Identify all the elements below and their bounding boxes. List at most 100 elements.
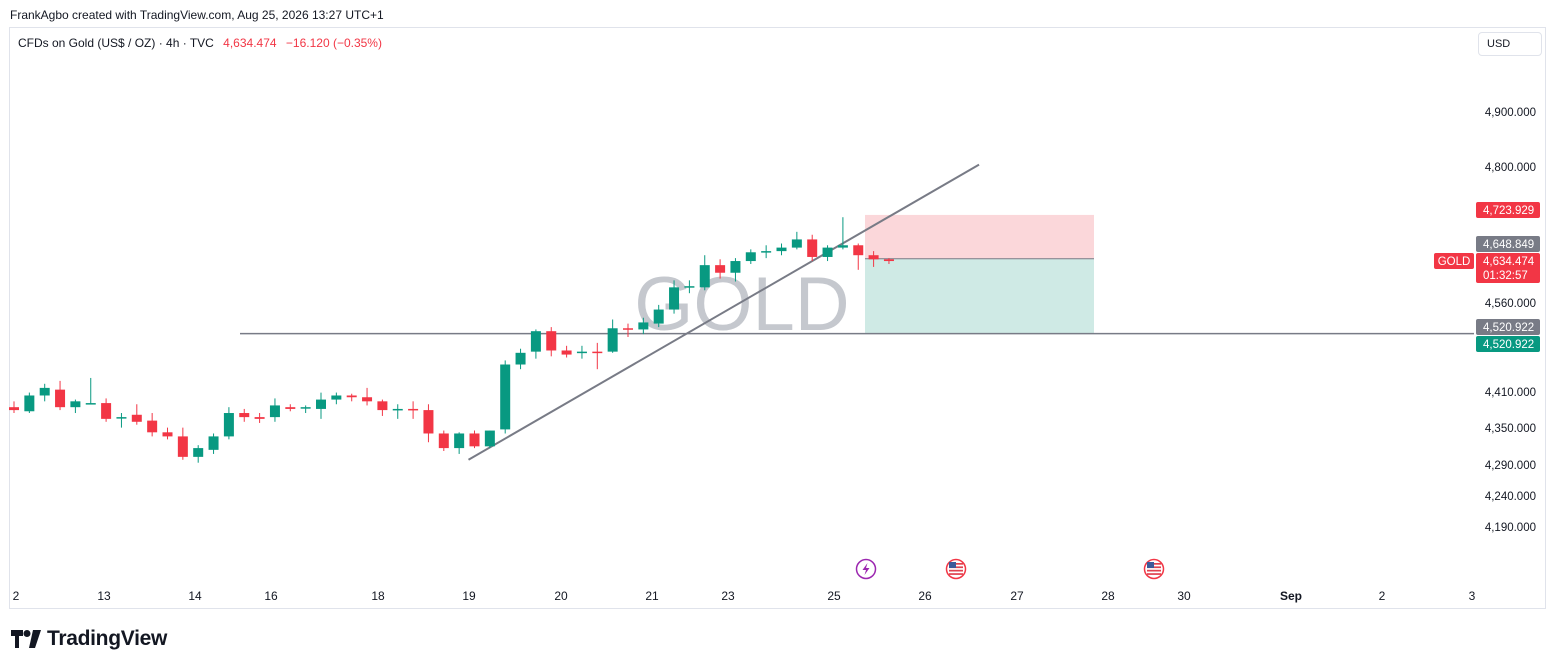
candle[interactable]	[791, 231, 802, 250]
candle[interactable]	[116, 413, 127, 428]
candle[interactable]	[101, 398, 112, 422]
candle[interactable]	[454, 432, 465, 454]
candle[interactable]	[469, 430, 480, 449]
candle-body	[592, 351, 603, 354]
candle-body	[530, 331, 541, 352]
x-axis-tick-label: 27	[1010, 589, 1024, 603]
candle[interactable]	[500, 360, 511, 434]
candle[interactable]	[561, 345, 572, 358]
candle[interactable]	[300, 405, 311, 414]
candle-body	[883, 259, 894, 262]
candle[interactable]	[576, 345, 587, 359]
candle[interactable]	[623, 323, 633, 338]
last-price: 4,634.474	[223, 36, 277, 50]
candle[interactable]	[85, 377, 96, 405]
us-flag-icon[interactable]	[1143, 558, 1165, 580]
candle[interactable]	[699, 255, 710, 291]
candle[interactable]	[316, 392, 326, 419]
us-flag-icon[interactable]	[945, 558, 967, 580]
candle[interactable]	[853, 243, 864, 270]
candle-body	[24, 395, 35, 412]
take-profit-zone[interactable]	[865, 258, 1094, 334]
candle[interactable]	[24, 392, 35, 414]
x-axis-tick-label: 18	[371, 589, 385, 603]
candle[interactable]	[484, 430, 495, 449]
candle-body	[791, 239, 802, 248]
x-axis-tick-label: 28	[1101, 589, 1115, 603]
candle[interactable]	[269, 398, 280, 422]
candle[interactable]	[592, 342, 603, 370]
candle[interactable]	[177, 427, 188, 460]
candle[interactable]	[346, 393, 357, 402]
x-axis-tick-label: 16	[264, 589, 278, 603]
candle-body	[469, 433, 480, 447]
candle-body	[116, 417, 127, 419]
price-axis-label-text: 4,520.922	[1483, 322, 1534, 334]
candle[interactable]	[530, 329, 541, 359]
candle[interactable]	[208, 433, 219, 454]
candle[interactable]	[669, 280, 680, 314]
candle[interactable]	[822, 245, 833, 262]
candle[interactable]	[147, 413, 158, 437]
candle[interactable]	[377, 399, 388, 416]
candle-body	[147, 420, 158, 433]
candle[interactable]	[638, 317, 649, 335]
price-axis-label-text: 4,723.929	[1483, 205, 1534, 217]
candle[interactable]	[745, 249, 756, 264]
lightning-icon[interactable]	[855, 558, 877, 580]
candle[interactable]	[837, 217, 848, 250]
currency-selector[interactable]: USD	[1478, 32, 1542, 56]
candle[interactable]	[515, 348, 526, 370]
tradingview-logo[interactable]: TradingView	[11, 627, 167, 651]
candle[interactable]	[438, 430, 449, 452]
candle[interactable]	[546, 327, 557, 357]
candle[interactable]	[730, 258, 741, 282]
candle[interactable]	[362, 387, 373, 406]
candle[interactable]	[408, 401, 419, 419]
candle[interactable]	[239, 408, 250, 422]
candle[interactable]	[162, 427, 173, 440]
candle[interactable]	[55, 380, 66, 411]
y-axis-tick-label: 4,800.000	[1485, 162, 1536, 174]
candle[interactable]	[653, 304, 664, 328]
candle[interactable]	[607, 319, 618, 353]
y-axis-tick-label: 4,560.000	[1485, 298, 1536, 310]
candle-body	[853, 245, 864, 256]
candle[interactable]	[761, 245, 772, 259]
candle[interactable]	[331, 392, 342, 405]
stop-loss-zone[interactable]	[865, 214, 1094, 259]
candle[interactable]	[254, 413, 265, 423]
candle-body	[377, 401, 388, 411]
ascending-trendline[interactable]	[467, 163, 980, 461]
candle[interactable]	[392, 404, 403, 419]
x-axis-tick-label: Sep	[1280, 589, 1302, 603]
candle[interactable]	[715, 259, 726, 279]
candle-body	[868, 255, 879, 260]
candle[interactable]	[193, 445, 204, 463]
candle[interactable]	[223, 407, 234, 440]
candle[interactable]	[423, 404, 434, 443]
x-axis-tick-label: 14	[188, 589, 202, 603]
candle-body	[807, 239, 818, 257]
symbol-tag-text: GOLD	[1438, 256, 1471, 268]
candle[interactable]	[131, 404, 142, 425]
x-axis-tick-label: 21	[645, 589, 659, 603]
candle[interactable]	[285, 404, 296, 412]
candle[interactable]	[776, 243, 787, 256]
candle[interactable]	[883, 258, 894, 264]
candle-body	[316, 399, 326, 409]
candle[interactable]	[684, 280, 695, 294]
price-axis-label: 4,723.929	[1476, 202, 1540, 218]
candle[interactable]	[807, 234, 818, 262]
x-axis-tick-label: 23	[721, 589, 735, 603]
candle[interactable]	[9, 401, 19, 414]
symbol-name[interactable]: CFDs on Gold (US$ / OZ) · 4h · TVC	[18, 36, 214, 50]
price-axis-label-text: 4,634.474	[1483, 256, 1535, 268]
candle[interactable]	[70, 399, 81, 414]
candle[interactable]	[868, 251, 879, 267]
candle-body	[607, 328, 618, 352]
candle-body	[346, 395, 357, 398]
candle-body	[745, 252, 756, 262]
candle[interactable]	[39, 383, 50, 402]
